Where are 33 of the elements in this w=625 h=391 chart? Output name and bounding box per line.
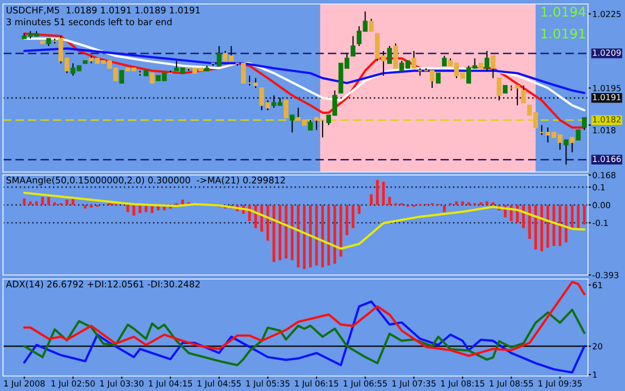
x-tick-label: 1 Jul 05:35 [246, 380, 290, 388]
text: 3 minutes 51 seconds left to bar end [6, 18, 172, 26]
y-tick-label: 61 [592, 282, 602, 288]
x-tick-label: 1 Jul 04:55 [198, 380, 241, 388]
y-tick-label: -0.1 [592, 220, 608, 226]
ref-line-label: 1.0191 [593, 94, 621, 100]
x-tick-label: 1 Jul 08:55 [490, 380, 533, 388]
y-tick-label: 20 [592, 343, 602, 350]
x-tick-label: 1 Jul 02:50 [52, 380, 95, 388]
y-tick-label: 1.0225 [593, 10, 621, 18]
ref-line-label: 1.0182 [593, 116, 620, 123]
chart-title: USDCHF,M5 1.0189 1.0191 1.0189 1.0191 [6, 6, 200, 14]
x-tick-label: 1 Jul 08:15 [441, 380, 484, 388]
y-tick-label: 1 [593, 372, 597, 378]
x-tick-label: 1 Jul 07:35 [392, 380, 436, 388]
x-tick-label: 1 Jul 04:15 [148, 380, 192, 388]
x-tick-label: 1 Jul 06:55 [344, 380, 387, 388]
ref-line-label: 1.0209 [593, 50, 621, 56]
y-tick-label: 0.1 [592, 184, 605, 190]
x-tick-label: 1 Jul 09:35 [538, 380, 582, 388]
ref-line-label: 1.0166 [593, 156, 621, 162]
y-tick-label: -0.393 [592, 272, 618, 278]
y-tick-label: 0.168 [592, 172, 616, 178]
x-tick-label: 1 Jul 03:30 [100, 380, 144, 388]
chart-title: SMAAngle(50,0.15000000,2.0) 0.300000 ->MA(21) 0.299812 [6, 176, 285, 186]
x-tick-label: 1 Jul 06:15 [295, 380, 338, 388]
annotation: 1.0191 [542, 28, 586, 39]
y-tick-label: 0.00 [592, 202, 610, 208]
annotation: 1.0194 [542, 6, 586, 17]
y-tick-label: 1.0195 [593, 84, 621, 92]
x-tick-label: 1 Jul 2008 [4, 380, 45, 388]
y-tick-label: 1.018 [593, 127, 616, 134]
chart-title: ADX(14) 26.6792 +DI:12.0561 -DI:30.2482 [6, 280, 200, 289]
